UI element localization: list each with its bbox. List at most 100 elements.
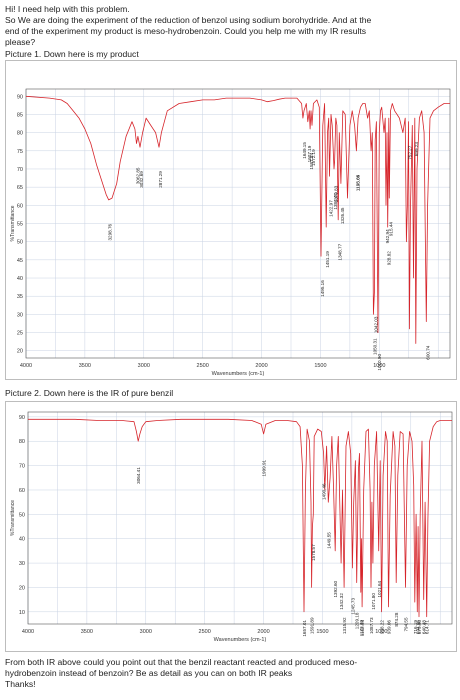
- peak-label: 1042.03: [373, 316, 378, 333]
- peak-label: 640.48: [422, 620, 427, 634]
- x-tick-label: 1500: [316, 629, 328, 635]
- y-tick-label: 20: [17, 349, 23, 355]
- peak-label: 1195.05: [355, 174, 360, 191]
- outro-line-3: Thanks!: [5, 679, 36, 689]
- x-tick-label: 3500: [81, 629, 93, 635]
- y-tick-label: 25: [17, 331, 23, 337]
- intro-line-2: So We are doing the experiment of the re…: [5, 15, 372, 25]
- peak-label: 1245.73: [350, 598, 355, 615]
- peak-labels: 3064.41 1999.91 1657.01 1591.89 1578.57 1490.…: [136, 459, 430, 636]
- peak-label: 3032.69: [139, 171, 144, 188]
- intro-line-3: end of the experiment my product is meso…: [5, 26, 367, 36]
- peak-label: 1173.70: [359, 620, 364, 637]
- peak-label: 1379.83: [334, 185, 339, 202]
- x-tick-label: 1000: [375, 629, 387, 635]
- peak-label: 1451.19: [325, 251, 330, 268]
- ir-spectrum-benzil-chart: 4000 3500 3000 2500 2000 1500 1000 90 80 70 60 50 40…: [10, 411, 453, 643]
- y-tick-label: 90: [19, 415, 25, 421]
- peak-label: 939.06: [387, 620, 392, 634]
- spectrum-trace: [25, 95, 450, 344]
- peak-label: 1591.89: [310, 617, 315, 634]
- peak-label: 3062.85: [135, 167, 140, 184]
- y-tick-label: 55: [17, 222, 23, 228]
- peak-label: 942.94: [385, 229, 390, 243]
- y-tick-label: 85: [17, 112, 23, 118]
- x-tick-label: 1000: [373, 363, 385, 369]
- peak-label: 874.28: [394, 612, 399, 626]
- x-tick-label: 3500: [79, 363, 91, 369]
- x-tick-label: 2500: [197, 363, 209, 369]
- ir-spectrum-product-figure: 4000 3500 3000 2500 2000 1500 1000 90 85 80 75 70 65…: [5, 60, 457, 380]
- peak-label: 1348.77: [337, 243, 342, 260]
- x-axis-label: Wavenumbers (cm-1): [212, 371, 265, 377]
- peak-label: 694.96: [415, 620, 420, 634]
- peak-label: 1209.18: [355, 612, 360, 629]
- y-tick-label: 45: [17, 258, 23, 264]
- peak-label: 1449.55: [326, 532, 331, 549]
- y-tick-label: 40: [17, 276, 23, 282]
- peak-label: 1326.45: [340, 207, 345, 224]
- y-axis-label: %Transmittance: [10, 205, 16, 241]
- peak-label: 998.22: [380, 620, 385, 634]
- y-tick-label: 50: [19, 512, 25, 518]
- peak-label: 3298.76: [108, 223, 113, 240]
- peak-label: 2871.29: [158, 171, 163, 188]
- plot-frame: [27, 411, 453, 625]
- y-tick-label: 70: [17, 167, 23, 173]
- peak-label: 1587.84: [309, 153, 314, 170]
- peak-label: 614.71: [425, 620, 430, 634]
- peak-label: 752.27: [408, 145, 413, 159]
- y-tick-label: 70: [19, 464, 25, 470]
- plot-frame: [25, 88, 451, 359]
- y-tick-label: 60: [17, 203, 23, 209]
- peak-label: 1315.92: [342, 617, 347, 634]
- spectrum-trace: [28, 418, 452, 618]
- peak-label: 1021.64: [377, 580, 382, 597]
- x-axis-label: Wavenumbers (cm-1): [214, 637, 267, 643]
- peak-label: 1422.97: [329, 200, 334, 217]
- peak-label: 1193.64: [356, 174, 361, 191]
- intro-line-4: please?: [5, 37, 36, 47]
- peak-label: 1572.19: [311, 149, 316, 166]
- peak-label: 3064.41: [136, 467, 141, 484]
- peak-label: 928.82: [387, 251, 392, 265]
- peak-label: 1657.01: [302, 620, 307, 637]
- picture2-caption: Picture 2. Down here is the IR of pure b…: [5, 388, 174, 398]
- x-tick-label: 2500: [199, 629, 211, 635]
- peak-label: 1607.19: [307, 145, 312, 162]
- peak-label: 1071.80: [371, 593, 376, 610]
- peak-label: 679.90: [417, 620, 422, 634]
- peak-label: 600.74: [425, 345, 430, 359]
- ir-spectrum-benzil-figure: 4000 3500 3000 2500 2000 1500 1000 90 80 70 60 50 40…: [5, 401, 457, 652]
- peak-label: 1342.32: [339, 593, 344, 610]
- y-tick-label: 75: [17, 149, 23, 155]
- x-tick-label: 3000: [140, 629, 152, 635]
- peak-label: 1999.91: [262, 459, 267, 476]
- y-tick-label: 40: [19, 537, 25, 543]
- x-tick-label: 1500: [314, 363, 326, 369]
- peak-label: 1649.15: [302, 142, 307, 159]
- y-tick-label: 80: [17, 131, 23, 137]
- y-tick-label: 30: [17, 312, 23, 318]
- y-tick-label: 65: [17, 185, 23, 191]
- peak-label: 794.55: [404, 617, 409, 631]
- picture1-caption: Picture 1. Down here is my product: [5, 49, 139, 59]
- outro-line-1: From both IR above could you point out t…: [5, 657, 358, 667]
- y-tick-label: 50: [17, 240, 23, 246]
- grid-lines: [25, 89, 450, 358]
- x-tick-label: 3000: [138, 363, 150, 369]
- y-tick-label: 10: [19, 610, 25, 616]
- peak-label: 1495.16: [320, 280, 325, 297]
- peak-label: 716.19: [413, 620, 418, 634]
- peak-label: 1384.42: [333, 193, 338, 210]
- y-tick-label: 35: [17, 294, 23, 300]
- y-tick-label: 20: [19, 585, 25, 591]
- peak-label: 1050.31: [372, 338, 377, 355]
- y-tick-label: 90: [17, 94, 23, 100]
- y-tick-label: 60: [19, 488, 25, 494]
- y-tick-label: 80: [19, 439, 25, 445]
- intro-line-1: Hi! I need help with this problem.: [5, 4, 130, 14]
- outro-line-2: hydrobenzoin instead of benzoin? Be as d…: [5, 668, 293, 678]
- ir-spectrum-product-chart: 4000 3500 3000 2500 2000 1500 1000 90 85 80 75 70 65…: [10, 88, 451, 377]
